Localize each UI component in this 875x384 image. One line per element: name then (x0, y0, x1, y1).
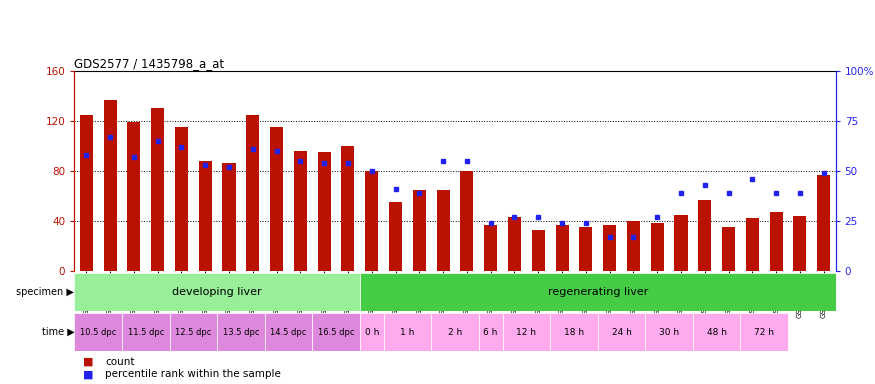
Bar (74, 273, 360, 311)
Text: GDS2577 / 1435798_a_at: GDS2577 / 1435798_a_at (74, 57, 225, 70)
Text: ■: ■ (83, 357, 94, 367)
Bar (579, 227, 592, 271)
Bar (746, 218, 759, 271)
Bar (175, 127, 188, 271)
Bar (626, 221, 640, 271)
Bar (437, 190, 450, 271)
Text: ■: ■ (83, 369, 94, 379)
Bar (151, 108, 164, 271)
Bar (722, 227, 735, 271)
Bar (651, 223, 664, 271)
Bar (479, 313, 502, 351)
Bar (199, 161, 212, 271)
Bar (431, 313, 479, 351)
Bar (294, 151, 307, 271)
Bar (103, 100, 116, 271)
Bar (341, 146, 354, 271)
Text: 12 h: 12 h (516, 328, 536, 337)
Bar (794, 216, 807, 271)
Text: 6 h: 6 h (484, 328, 498, 337)
Text: 14.5 dpc: 14.5 dpc (270, 328, 306, 337)
Bar (74, 313, 122, 351)
Bar (532, 230, 545, 271)
Text: 2 h: 2 h (448, 328, 462, 337)
Text: 18 h: 18 h (564, 328, 584, 337)
Bar (598, 313, 646, 351)
Bar (693, 313, 740, 351)
Text: 30 h: 30 h (659, 328, 679, 337)
Bar (312, 313, 360, 351)
Text: 12.5 dpc: 12.5 dpc (175, 328, 212, 337)
Bar (122, 313, 170, 351)
Text: time ▶: time ▶ (42, 327, 74, 337)
Text: count: count (105, 357, 135, 367)
Bar (817, 175, 830, 271)
Bar (502, 313, 550, 351)
Bar (460, 171, 473, 271)
Text: 16.5 dpc: 16.5 dpc (318, 328, 354, 337)
Text: percentile rank within the sample: percentile rank within the sample (105, 369, 281, 379)
Bar (365, 171, 378, 271)
Text: 48 h: 48 h (707, 328, 726, 337)
Bar (556, 225, 569, 271)
Text: 11.5 dpc: 11.5 dpc (128, 328, 164, 337)
Bar (646, 313, 693, 351)
Text: 1 h: 1 h (400, 328, 415, 337)
Bar (383, 313, 431, 351)
Text: 13.5 dpc: 13.5 dpc (222, 328, 259, 337)
Bar (603, 225, 616, 271)
Bar (217, 313, 265, 351)
Bar (507, 217, 521, 271)
Bar (389, 202, 402, 271)
Bar (360, 273, 836, 311)
Bar (413, 190, 426, 271)
Bar (698, 200, 711, 271)
Bar (770, 212, 783, 271)
Bar (740, 313, 788, 351)
Bar (270, 127, 284, 271)
Bar (550, 313, 598, 351)
Bar (170, 313, 217, 351)
Bar (484, 225, 497, 271)
Text: specimen ▶: specimen ▶ (17, 287, 74, 297)
Bar (127, 122, 140, 271)
Text: 0 h: 0 h (365, 328, 379, 337)
Bar (80, 115, 93, 271)
Bar (222, 164, 235, 271)
Bar (360, 313, 383, 351)
Text: regenerating liver: regenerating liver (548, 287, 648, 297)
Bar (265, 313, 312, 351)
Text: developing liver: developing liver (172, 287, 262, 297)
Bar (246, 115, 259, 271)
Text: 24 h: 24 h (612, 328, 632, 337)
Bar (318, 152, 331, 271)
Bar (675, 215, 688, 271)
Text: 10.5 dpc: 10.5 dpc (80, 328, 116, 337)
Text: 72 h: 72 h (754, 328, 774, 337)
